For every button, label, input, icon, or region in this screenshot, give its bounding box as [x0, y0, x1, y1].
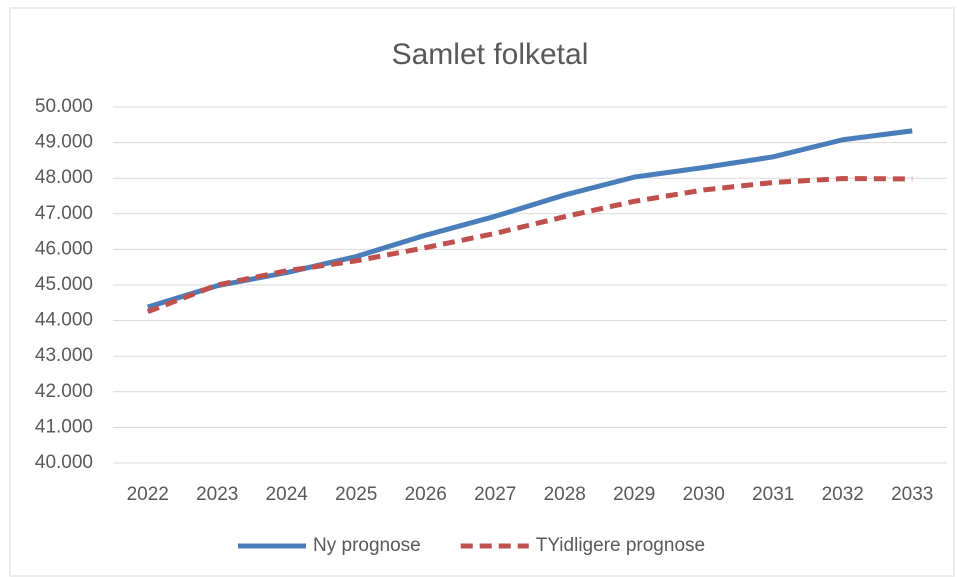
x-tick-label: 2022 — [127, 484, 169, 505]
x-tick-label: 2029 — [613, 484, 655, 505]
x-tick-label: 2028 — [544, 484, 586, 505]
y-tick-label: 46.000 — [35, 238, 93, 259]
y-tick-label: 48.000 — [35, 167, 93, 188]
x-tick-label: 2026 — [405, 484, 447, 505]
legend-label: Ny prognose — [313, 535, 421, 556]
x-tick-label: 2025 — [335, 484, 377, 505]
y-tick-label: 47.000 — [35, 203, 93, 224]
x-tick-label: 2033 — [891, 484, 933, 505]
y-tick-label: 44.000 — [35, 310, 93, 331]
x-tick-label: 2027 — [474, 484, 516, 505]
x-tick-label: 2023 — [196, 484, 238, 505]
y-tick-label: 50.000 — [35, 96, 93, 117]
x-tick-label: 2032 — [822, 484, 864, 505]
chart-title: Samlet folketal — [392, 38, 589, 71]
series-line — [146, 176, 913, 315]
y-tick-label: 42.000 — [35, 381, 93, 402]
legend-label: TYidligere prognose — [536, 535, 705, 556]
y-tick-label: 40.000 — [35, 452, 93, 473]
x-tick-label: 2031 — [752, 484, 794, 505]
y-tick-label: 41.000 — [35, 416, 93, 437]
y-tick-label: 43.000 — [35, 345, 93, 366]
chart-frame — [9, 7, 955, 577]
y-tick-label: 45.000 — [35, 274, 93, 295]
x-tick-label: 2024 — [266, 484, 309, 505]
x-tick-label: 2030 — [683, 484, 725, 505]
y-tick-label: 49.000 — [35, 132, 93, 153]
